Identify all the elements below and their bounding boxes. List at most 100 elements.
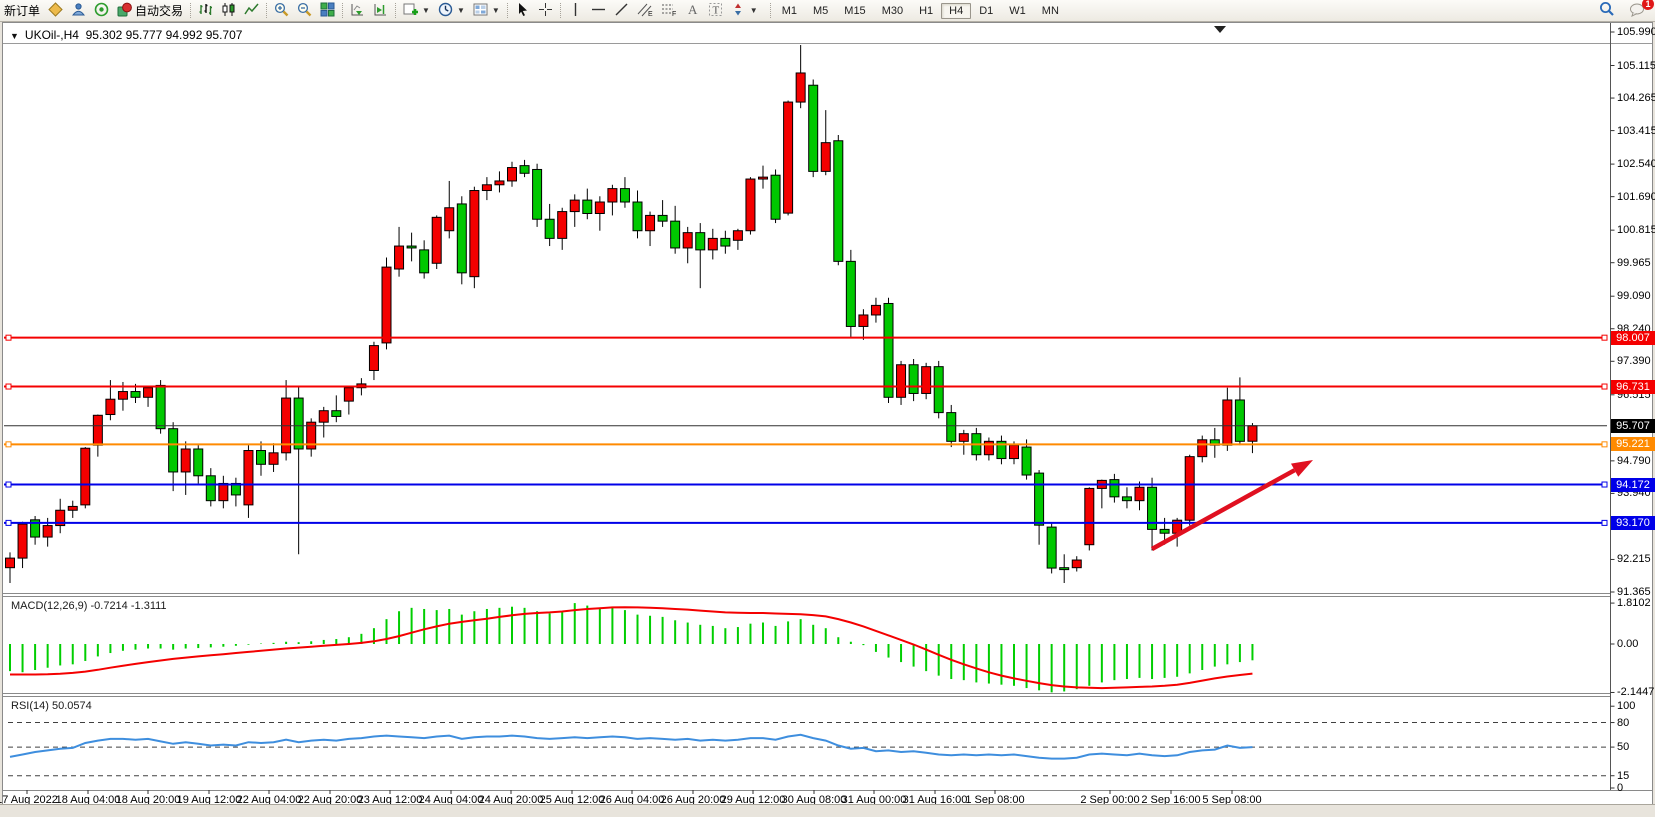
candle: [268, 452, 279, 465]
crosshair-button[interactable]: [534, 2, 557, 20]
candle: [820, 142, 831, 172]
toolbar-separator: [190, 3, 192, 18]
trendline-button[interactable]: [610, 2, 633, 20]
text-label-button[interactable]: T: [704, 2, 727, 20]
candle: [632, 201, 643, 232]
auto-scroll-icon: [350, 2, 365, 20]
price-tag: 95.221: [1611, 437, 1655, 452]
time-tick-label: 31 Aug 00:00: [841, 794, 907, 806]
timeframe-button-M5[interactable]: M5: [813, 4, 829, 17]
candle: [42, 525, 53, 538]
cursor-button[interactable]: [511, 2, 534, 20]
market-watch-button[interactable]: [67, 2, 90, 20]
toolbar-separator: [395, 3, 397, 18]
candle: [406, 245, 417, 249]
timeframe-button-M15[interactable]: M15: [844, 4, 866, 17]
candle: [494, 180, 505, 186]
templates-button[interactable]: ▼: [469, 2, 504, 20]
timeframe-button-D1[interactable]: D1: [979, 4, 994, 17]
rsi-value: 50.0574: [51, 700, 92, 712]
new-order-button[interactable]: 新订单: [0, 2, 44, 20]
toolbar-separator: [342, 3, 344, 18]
candle: [1147, 486, 1158, 530]
candle: [1034, 472, 1045, 526]
macd-tick-label: 1.8102: [1617, 597, 1651, 610]
candle: [1084, 487, 1095, 546]
chart-shift-button[interactable]: [369, 2, 392, 20]
candle: [469, 190, 480, 278]
candle: [368, 345, 379, 371]
candle: [1197, 439, 1208, 458]
candlestick-chart-button[interactable]: [217, 2, 240, 20]
notification-badge: 1: [1642, 0, 1654, 10]
candle: [117, 391, 128, 400]
time-tick-label: 2 Sep 16:00: [1141, 794, 1201, 806]
indicators-button[interactable]: ▼: [399, 2, 434, 20]
chevron-down-icon: ▼: [456, 6, 465, 15]
rsi-tick-label: 0: [1617, 782, 1624, 794]
zoom-in-button[interactable]: [270, 2, 293, 20]
candle: [481, 184, 492, 192]
vertical-line-button[interactable]: [564, 2, 587, 20]
candle: [1247, 425, 1258, 442]
candle: [155, 384, 166, 430]
horizontal-line-button[interactable]: [587, 2, 610, 20]
zoom-out-icon: [297, 2, 312, 20]
one-click-trading-toggle-icon[interactable]: ▼: [10, 31, 19, 41]
bar-chart-button[interactable]: [194, 2, 217, 20]
timeframe-button-W1[interactable]: W1: [1009, 4, 1026, 17]
templates-icon: [473, 2, 488, 20]
timeframe-button-MN[interactable]: MN: [1041, 4, 1059, 17]
line-chart-button[interactable]: [240, 2, 263, 20]
text-icon: A: [685, 2, 700, 20]
zoom-out-button[interactable]: [293, 2, 316, 20]
candle: [1134, 486, 1145, 502]
candle: [318, 410, 329, 423]
rsi-tick-label: 50: [1617, 741, 1630, 754]
fibonacci-button[interactable]: F: [657, 2, 681, 20]
candle: [168, 428, 179, 473]
candle: [419, 249, 430, 274]
rsi-indicator-label: RSI(14) 50.0574: [11, 700, 92, 712]
candle: [1109, 479, 1120, 498]
candle: [507, 167, 517, 182]
periods-button[interactable]: ▼: [434, 2, 469, 20]
candle: [394, 245, 405, 270]
tile-windows-button[interactable]: [316, 2, 339, 20]
arrows-button[interactable]: ▼: [727, 2, 762, 20]
text-label-icon: T: [708, 2, 723, 20]
toolbar-separator: [506, 3, 508, 18]
text-button[interactable]: A: [681, 2, 704, 20]
timeframe-button-M30[interactable]: M30: [881, 4, 904, 17]
rsi-line: [9, 733, 1253, 760]
timeframe-button-H4[interactable]: H4: [941, 2, 972, 19]
notifications-button[interactable]: 1: [1629, 0, 1654, 20]
auto-scroll-button[interactable]: [346, 2, 369, 20]
candle: [230, 482, 241, 496]
data-window-button[interactable]: [44, 1, 67, 20]
price-tick-label: 99.090: [1617, 290, 1651, 303]
search-icon[interactable]: [1599, 1, 1615, 20]
price-tick-label: 102.540: [1617, 158, 1655, 171]
candle: [619, 188, 630, 203]
price-tick-label: 100.815: [1617, 224, 1655, 237]
candle: [92, 414, 103, 446]
equidistant-channel-button[interactable]: E: [633, 2, 657, 20]
time-tick-label: 24 Aug 04:00: [418, 794, 484, 806]
candle: [193, 448, 204, 477]
price-tick-label: 91.365: [1617, 586, 1651, 598]
fibonacci-icon: F: [661, 2, 677, 20]
line-anchor: [1601, 334, 1608, 341]
trend-arrow: [1150, 468, 1296, 551]
autotrading-button[interactable]: 自动交易: [113, 2, 187, 20]
timeframe-button-M1[interactable]: M1: [781, 4, 797, 17]
candle: [17, 523, 28, 559]
macd-value: -0.7214: [90, 600, 128, 612]
navigator-button[interactable]: [90, 2, 113, 20]
candle: [456, 203, 467, 274]
timeframe-button-H1[interactable]: H1: [919, 4, 934, 17]
candle: [783, 101, 794, 214]
candlestick-chart-icon: [221, 2, 236, 20]
time-tick-label: 18 Aug 20:00: [115, 794, 181, 806]
